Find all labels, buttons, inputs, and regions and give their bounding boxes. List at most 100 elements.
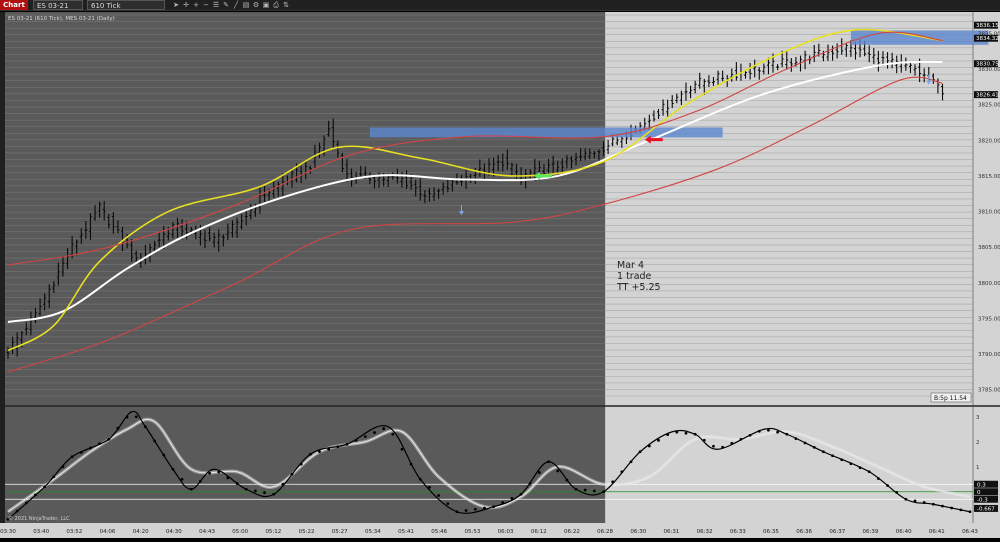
y-tick-label: 3800.00 — [978, 281, 1000, 287]
osc-dot — [675, 430, 679, 434]
osc-dot — [290, 472, 294, 476]
copyright-label: © 2021 NinjaTrader, LLC — [8, 515, 70, 522]
osc-dot — [629, 460, 633, 464]
x-tick-label: 06:12 — [531, 529, 547, 535]
osc-dot — [116, 426, 120, 430]
osc-dot — [464, 509, 468, 512]
osc-dot — [556, 469, 560, 473]
osc-dot — [98, 442, 102, 446]
chart-trader-icon[interactable]: ⇅ — [283, 1, 289, 9]
osc-dot — [785, 432, 789, 436]
x-tick-label: 06:41 — [929, 529, 945, 535]
trade-annotation: 1 trade — [617, 271, 652, 282]
osc-y-tick-label: 2 — [976, 440, 980, 446]
y-tick-label: 3795.00 — [978, 316, 1000, 322]
osc-dot — [144, 425, 147, 429]
osc-dot — [501, 501, 505, 504]
time-axis-background — [0, 523, 1000, 538]
pre-session-background — [5, 12, 606, 523]
draw-line-icon[interactable]: ╱ — [233, 1, 239, 9]
osc-dot — [189, 487, 193, 491]
chart-area: ES 03-21 (610 Tick), MES 03-21 (Daily) 37… — [0, 11, 1000, 538]
x-tick-label: 04:06 — [100, 529, 116, 535]
osc-dot — [253, 489, 257, 493]
x-tick-label: 06:03 — [498, 529, 514, 535]
x-tick-label: 06:31 — [664, 529, 680, 535]
period-select[interactable]: 610 Tick — [87, 0, 165, 10]
zoom-out-icon[interactable]: − — [203, 1, 209, 9]
osc-dot — [171, 467, 175, 471]
osc-dot — [70, 455, 74, 459]
price-label: 3836.15 — [976, 23, 999, 29]
y-tick-label: 3820.00 — [978, 138, 1000, 144]
x-tick-label: 03:30 — [0, 529, 16, 535]
x-tick-label: 05:46 — [431, 529, 447, 535]
osc-dot — [537, 471, 541, 474]
osc-dot — [327, 447, 331, 451]
zoom-in-icon[interactable]: + — [193, 1, 199, 9]
osc-dot — [428, 485, 431, 489]
osc-dot — [437, 494, 441, 497]
x-tick-label: 06:39 — [863, 529, 879, 535]
pointer-icon[interactable]: ➤ — [173, 1, 179, 9]
osc-dot — [611, 480, 615, 484]
countdown-label: B:5p 11.54 — [934, 395, 967, 402]
template-icon[interactable]: ▤ — [242, 1, 250, 9]
price-chart[interactable]: ES 03-21 (610 Tick), MES 03-21 (Daily) 37… — [0, 11, 1000, 538]
osc-dot — [757, 429, 761, 433]
osc-dot — [318, 450, 321, 454]
osc-dot — [226, 476, 230, 480]
x-tick-label: 06:37 — [829, 529, 845, 535]
draw-icon[interactable]: ✎ — [223, 1, 229, 9]
chart-title: ES 03-21 (610 Tick), MES 03-21 (Daily) — [8, 16, 115, 22]
osc-dot — [931, 502, 935, 506]
osc-dot — [748, 433, 752, 437]
osc-dot — [510, 497, 514, 500]
price-label-box — [974, 21, 998, 29]
osc-dot — [739, 437, 743, 441]
osc-dot — [602, 490, 605, 494]
osc-dot — [776, 430, 779, 434]
osc-label-box — [974, 495, 998, 503]
osc-dot — [941, 504, 944, 508]
osc-dot — [840, 458, 844, 462]
osc-dot — [79, 450, 83, 454]
osc-dot — [418, 477, 422, 481]
x-tick-label: 06:28 — [597, 529, 613, 535]
osc-dot — [638, 450, 642, 454]
osc-dot — [702, 438, 706, 442]
osc-dot — [208, 471, 211, 475]
x-tick-label: 06:43 — [962, 529, 978, 535]
x-tick-label: 05:34 — [365, 529, 381, 535]
y-tick-label: 3815.00 — [978, 174, 1000, 180]
osc-dot — [299, 462, 303, 466]
osc-label-box — [974, 504, 998, 512]
candles — [6, 38, 945, 359]
osc-dot — [391, 432, 395, 436]
print-icon[interactable]: ⎙ — [273, 1, 279, 9]
indicator-line — [7, 28, 943, 352]
data-box-icon[interactable]: ▣ — [262, 1, 270, 9]
y-tick-label: 3790.00 — [978, 352, 1000, 358]
osc-dot — [968, 510, 972, 514]
osc-dot — [730, 441, 734, 445]
osc-dot — [34, 493, 37, 497]
osc-dot — [199, 479, 202, 483]
properties-icon[interactable]: ☰ — [212, 1, 220, 9]
osc-dot — [913, 499, 917, 503]
osc-dot — [519, 492, 523, 496]
osc-dot — [382, 427, 386, 431]
osc-dot — [904, 497, 908, 501]
x-tick-label: 06:22 — [564, 529, 580, 535]
chart-badge[interactable]: Chart — [0, 0, 28, 10]
osc-dot — [867, 470, 871, 474]
osc-dot — [959, 508, 963, 512]
crosshair-icon[interactable]: ✛ — [183, 1, 189, 9]
osc-y-tick-label: 3 — [976, 415, 980, 421]
instrument-select[interactable]: ES 03-21 — [33, 0, 83, 10]
osc-dot — [922, 501, 926, 504]
strategy-icon[interactable]: ⚙ — [252, 1, 260, 9]
osc-dot — [345, 442, 349, 446]
osc-dot — [235, 482, 239, 485]
